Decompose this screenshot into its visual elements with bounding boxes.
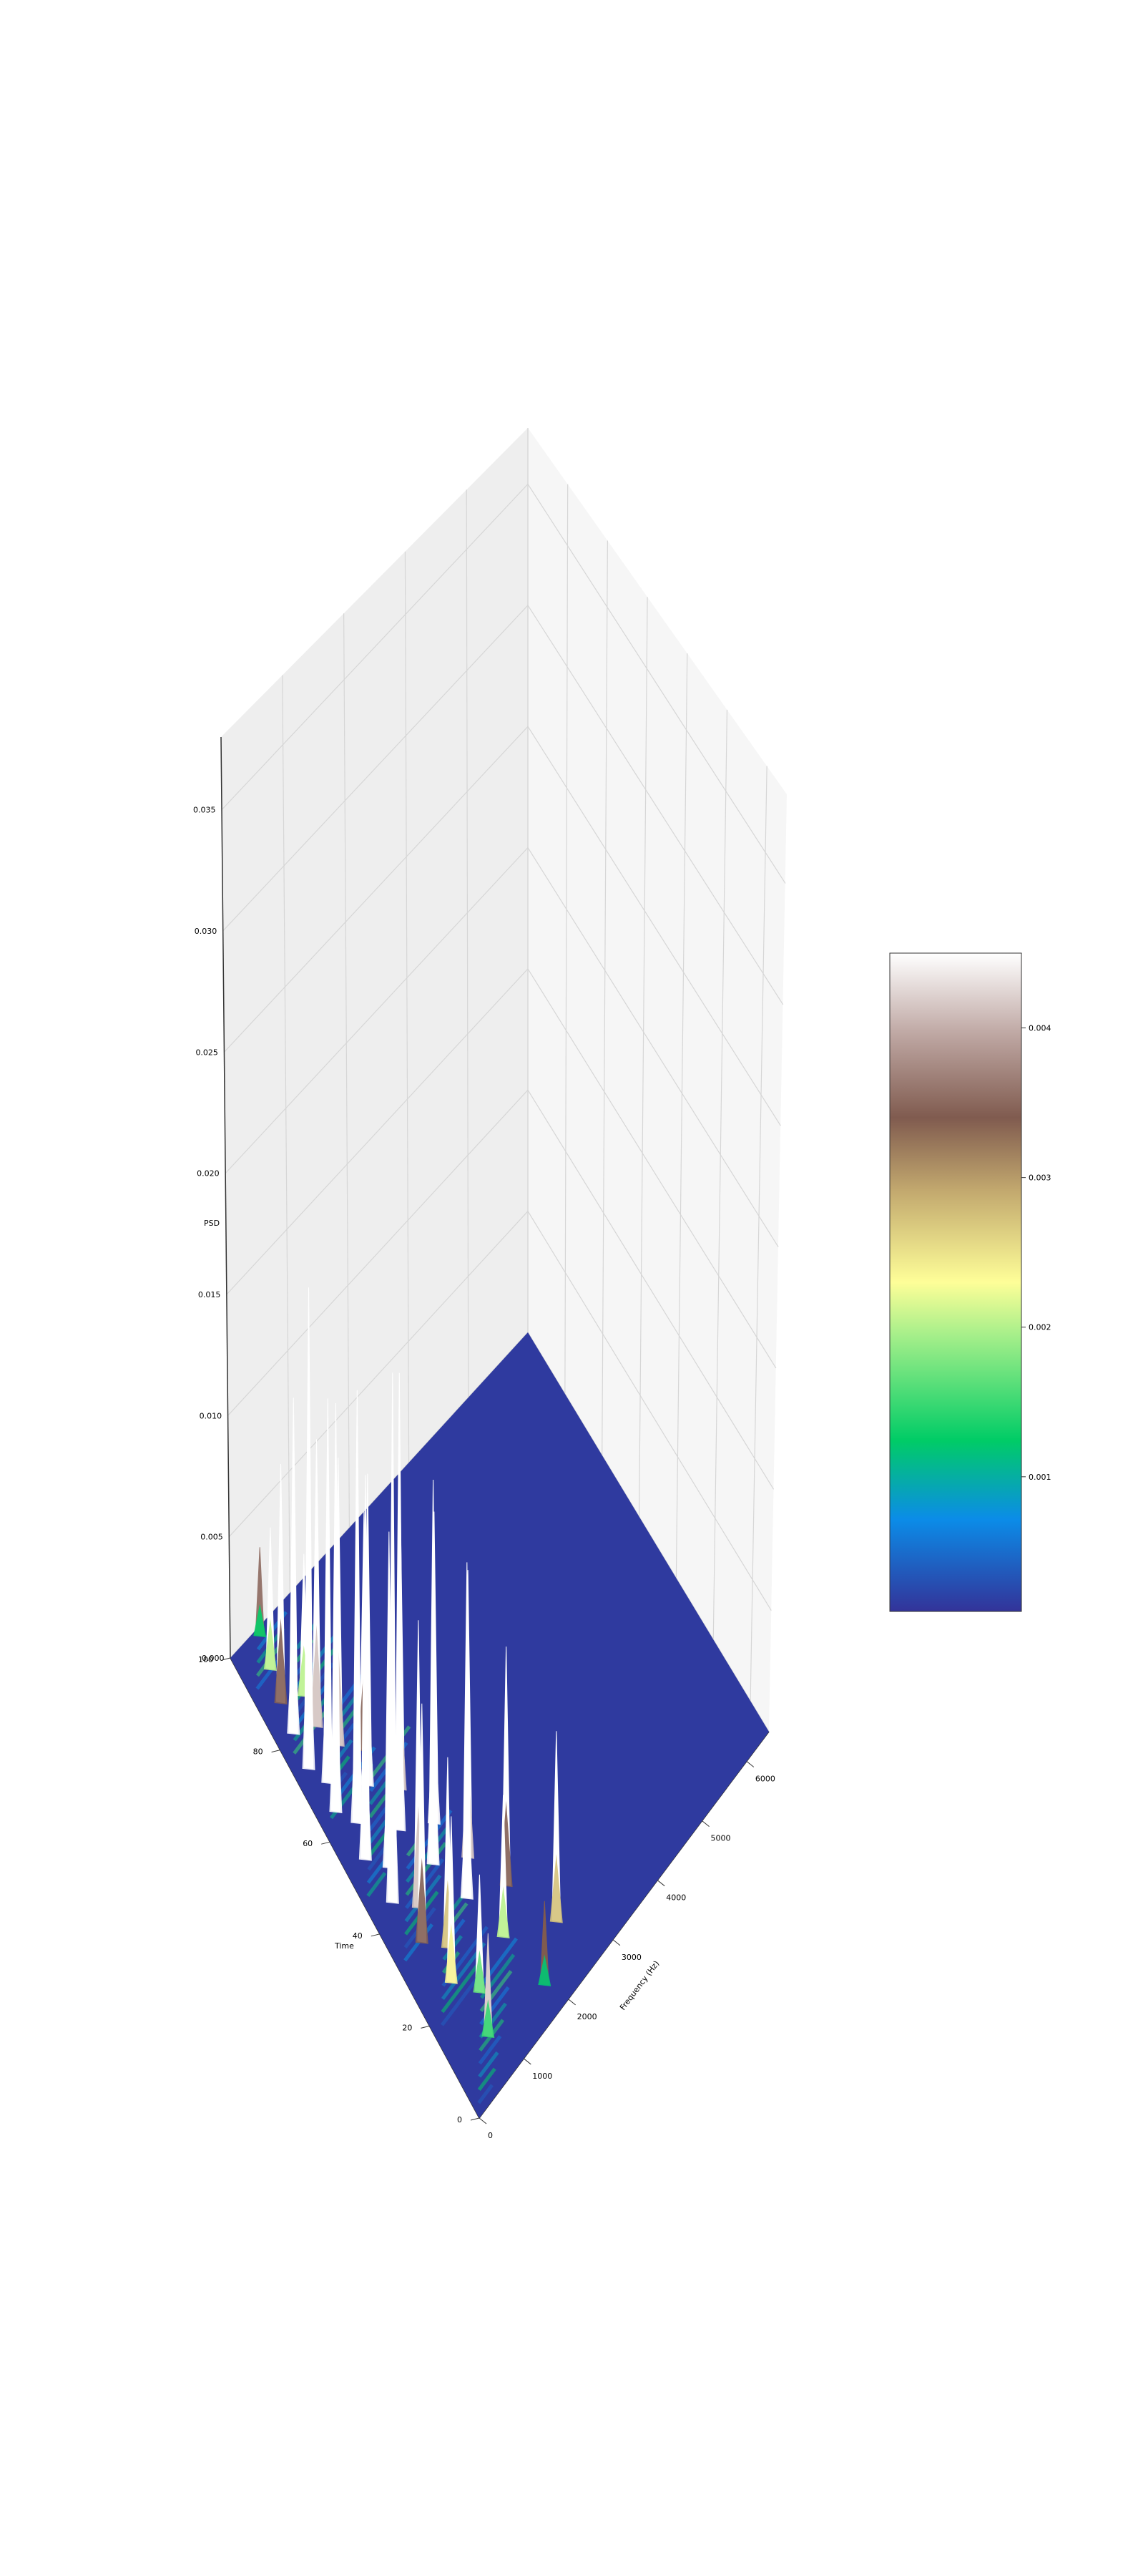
freq-tick-mark — [702, 1820, 710, 1828]
psd-peak-skirt — [253, 1604, 267, 1638]
frequency-axis-ticks: 0 1000 2000 3000 4000 5000 6000 — [479, 1761, 775, 2140]
freq-gridline — [602, 540, 608, 1455]
z-tick-label: 0.020 — [197, 1169, 220, 1179]
z-axis-line — [220, 736, 231, 1659]
colorbar-tick-label: 0.004 — [1029, 1024, 1051, 1033]
freq-tick-label: 6000 — [755, 1775, 775, 1784]
surface-noise-ridge — [440, 1974, 481, 2026]
psd-peak-skirt — [538, 1954, 551, 1986]
freq-tick-mark — [568, 1999, 576, 2006]
colorbar-fill — [890, 953, 1021, 1611]
freq-tick-mark — [746, 1761, 755, 1767]
time-tick-label: 20 — [402, 2023, 412, 2032]
freq-tick-mark — [612, 1939, 621, 1946]
time-gridline — [404, 551, 410, 1463]
surface-noise-ridge — [477, 2067, 496, 2091]
colorbar: 0.001 0.002 0.003 0.004 — [889, 952, 1051, 1612]
colorbar-tick-label: 0.002 — [1029, 1323, 1051, 1332]
z-axis-label: PSD — [204, 1219, 220, 1228]
time-tick-label: 80 — [253, 1747, 263, 1757]
time-tick-label: 40 — [353, 1931, 363, 1941]
time-tick-mark — [321, 1841, 330, 1845]
psd-peak-skirt — [287, 1615, 300, 1735]
psd-peak-skirt — [415, 1858, 428, 1944]
psd-peak-skirt — [329, 1667, 343, 1813]
psd-peak-skirt — [460, 1780, 474, 1900]
psd-peak-skirt — [274, 1618, 288, 1704]
time-gridline — [282, 675, 290, 1594]
time-tick-mark — [221, 1657, 231, 1661]
time-tick-label: 100 — [198, 1655, 213, 1664]
psd-peak-skirt — [549, 1853, 563, 1923]
z-tick-label: 0.005 — [200, 1533, 223, 1542]
freq-tick-mark — [523, 2058, 531, 2065]
psd-peak-skirt — [302, 1599, 315, 1770]
time-tick-label: 60 — [303, 1839, 313, 1848]
freq-gridline — [712, 709, 728, 1640]
z-tick-label: 0.000 — [202, 1654, 225, 1663]
psd-peak-skirt — [426, 1728, 440, 1866]
surface-noise-ridge — [478, 2035, 502, 2065]
z-tick-label: 0.010 — [200, 1411, 222, 1420]
freq-gridline — [564, 484, 569, 1394]
freq-tick-label: 1000 — [532, 2072, 552, 2081]
freq-gridline — [638, 597, 648, 1517]
surface-noise-ridge — [478, 2051, 499, 2078]
time-gridline — [343, 613, 350, 1528]
time-tick-mark — [271, 1750, 280, 1753]
surface-noise-ridge — [366, 1872, 387, 1897]
surface-noise-ridge — [405, 1842, 447, 1896]
psd-peak-skirt — [386, 1716, 399, 1904]
freq-tick-mark — [479, 2117, 487, 2124]
freq-tick-mark — [657, 1880, 665, 1887]
time-axis-ticks: 0 20 40 60 80 100 — [198, 1655, 480, 2124]
z-tick-label: 0.030 — [195, 927, 217, 936]
time-gridline — [466, 489, 469, 1398]
surface-noise-ridge — [477, 2084, 494, 2104]
psd-peak-skirt — [350, 1670, 364, 1825]
psd-peak-skirt — [444, 1923, 458, 1984]
psd-peak-skirt — [358, 1724, 372, 1861]
time-tick-mark — [371, 1933, 380, 1937]
time-tick-mark — [470, 2117, 480, 2121]
freq-tick-label: 3000 — [622, 1953, 642, 1962]
psd-peak-skirt — [473, 1950, 486, 1994]
psd-surface — [230, 1287, 769, 2118]
freq-tick-label: 2000 — [577, 2012, 597, 2021]
freq-tick-label: 5000 — [711, 1834, 731, 1843]
frequency-axis-label: Frequency (Hz) — [618, 1959, 661, 2012]
freq-tick-label: 0 — [488, 2131, 493, 2140]
time-tick-mark — [421, 2025, 430, 2029]
time-tick-label: 0 — [457, 2115, 462, 2124]
colorbar-frame — [889, 952, 1022, 1612]
freq-gridline — [750, 766, 767, 1702]
time-axis-label: Time — [334, 1941, 354, 1951]
psd-peak-skirt — [481, 1999, 495, 2038]
colorbar-ticks: 0.001 0.002 0.003 0.004 — [1021, 1024, 1051, 1482]
freq-tick-label: 4000 — [666, 1893, 686, 1903]
z-tick-label: 0.015 — [198, 1290, 221, 1299]
psd-peak-skirt — [496, 1886, 510, 1938]
left-back-pane — [221, 428, 528, 1658]
colorbar-tick-label: 0.003 — [1029, 1174, 1051, 1183]
z-axis-ticks: 0.000 0.005 0.010 0.015 0.020 0.025 0.030 0.035 — [193, 806, 224, 1663]
z-tick-label: 0.025 — [195, 1048, 218, 1057]
colorbar-tick-label: 0.001 — [1029, 1473, 1051, 1482]
psd-peak-skirt — [321, 1647, 335, 1785]
freq-gridline — [675, 653, 688, 1579]
z-tick-label: 0.035 — [193, 806, 216, 815]
psd-peaks — [253, 1287, 563, 2038]
psd-peak-skirt — [310, 1625, 323, 1728]
psd-peak-skirt — [263, 1619, 277, 1672]
surface-noise-ridge — [441, 1958, 484, 2014]
